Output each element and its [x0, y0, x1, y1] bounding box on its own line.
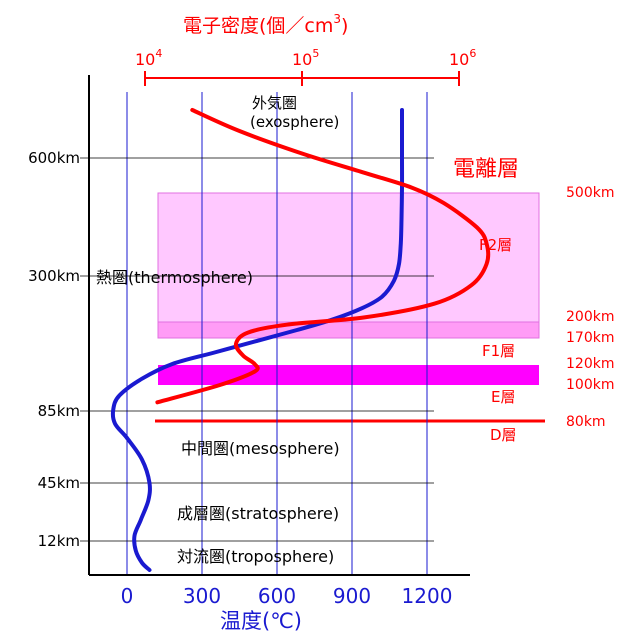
- temperature-tick-label: 1200: [402, 584, 453, 608]
- ionosphere-band-f1: [157, 321, 540, 339]
- layer-label-exosphere: 外気圏: [252, 94, 297, 112]
- ionosphere-band-e: [158, 365, 539, 385]
- altitude-tick-label: 600km: [28, 149, 80, 167]
- height-label-120km: 120km: [566, 356, 614, 372]
- bottom-axis-title: 温度(℃): [220, 609, 302, 633]
- density-tick-label: 106: [449, 47, 476, 69]
- altitude-tick-label: 45km: [38, 474, 80, 492]
- density-tick-label: 105: [292, 47, 319, 69]
- altitude-tick-label: 300km: [28, 267, 80, 285]
- top-axis-title: 電子密度(個／cm3): [183, 12, 348, 37]
- height-label-100km: 100km: [566, 377, 614, 393]
- altitude-tick-label: 12km: [38, 532, 80, 550]
- layer-label-troposphere: 対流圏(troposphere): [177, 547, 334, 566]
- top-axis-ticks: 104 105 106: [135, 47, 476, 86]
- ionosphere-layer-d: D層: [490, 426, 517, 444]
- series-line-temperature: [110, 108, 405, 572]
- ionosphere-layer-f1: F1層: [482, 342, 515, 360]
- temperature-tick-label: 600: [258, 584, 296, 608]
- bottom-axis-ticks: 0 300 600 900 1200: [121, 584, 453, 608]
- temperature-gridlines: [126, 92, 428, 575]
- temperature-tick-label: 300: [183, 584, 221, 608]
- altitude-gridlines: [80, 157, 434, 542]
- temperature-tick-label: 0: [121, 584, 134, 608]
- left-axis-ticks: 600km 300km 85km 45km 12km: [28, 149, 80, 550]
- height-label-80km: 80km: [566, 414, 606, 430]
- ionosphere-layer-e: E層: [491, 388, 515, 406]
- layer-label-mesosphere: 中間圏(mesosphere): [181, 439, 340, 458]
- ionosphere-title: 電離層: [453, 157, 519, 182]
- layer-label-stratosphere: 成層圏(stratosphere): [177, 504, 339, 523]
- height-label-200km: 200km: [566, 309, 614, 325]
- series-line-electron-density: [155, 108, 491, 405]
- altitude-tick-label: 85km: [38, 402, 80, 420]
- layer-label-thermosphere: 熱圏(thermosphere): [96, 268, 253, 287]
- ionosphere-band-f2: [157, 192, 540, 324]
- height-label-500km: 500km: [566, 185, 614, 201]
- density-tick-label: 104: [135, 47, 162, 69]
- layer-sublabel-exosphere: (exosphere): [250, 113, 339, 131]
- temperature-tick-label: 900: [333, 584, 371, 608]
- height-label-170km: 170km: [566, 330, 614, 346]
